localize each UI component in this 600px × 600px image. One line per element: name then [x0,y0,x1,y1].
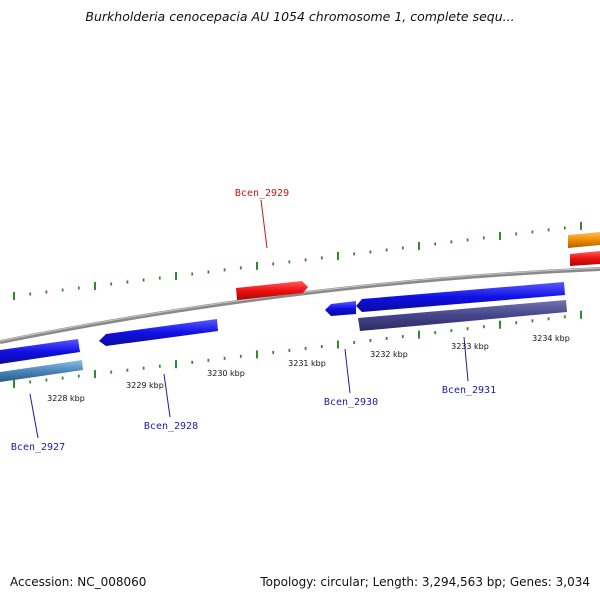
gene-bcen-2930-feature[interactable] [325,301,356,316]
gene-label-bcen-2927[interactable]: Bcen_2927 [11,442,65,453]
leader-bcen-2930 [344,348,351,394]
chromosome-backbone-highlight [0,267,600,342]
chromosome-backbone [0,267,600,344]
gene-label-bcen-2928[interactable]: Bcen_2928 [144,421,198,432]
gene-orange-feature[interactable] [568,232,600,248]
gene-label-bcen-2929[interactable]: Bcen_2929 [235,188,289,199]
gene-bcen-2928-feature[interactable] [99,319,218,346]
accession-text: Accession: NC_008060 [10,575,147,589]
scale-label-3232: 3232 kbp [370,350,408,359]
topology-summary-text: Topology: circular; Length: 3,294,563 bp… [260,575,590,589]
scale-label-3230: 3230 kbp [207,369,245,378]
tick-row-upper [13,221,582,300]
leader-bcen-2931 [463,336,469,382]
map-title: Burkholderia cenocepacia AU 1054 chromos… [85,9,515,24]
gene-bcen-2927-cds[interactable] [0,360,83,382]
leader-bcen-2929 [260,199,268,249]
leader-bcen-2927 [29,393,39,439]
tick-row-lower [13,310,582,388]
scale-label-3233: 3233 kbp [451,342,489,351]
leader-bcen-2928 [163,373,171,418]
gene-label-bcen-2931[interactable]: Bcen_2931 [442,385,496,396]
gene-red-edge-feature[interactable] [570,251,600,266]
gene-label-bcen-2930[interactable]: Bcen_2930 [324,397,378,408]
scale-label-3234: 3234 kbp [532,334,570,343]
scale-label-3231: 3231 kbp [288,359,326,368]
gene-bcen-2931-feature[interactable] [356,282,565,312]
gene-bcen-2929-feature[interactable] [236,281,308,300]
scale-label-3228: 3228 kbp [47,394,85,403]
scale-label-3229: 3229 kbp [126,381,164,390]
gene-bcen-2931-cds[interactable] [358,300,567,331]
gene-bcen-2927-feature[interactable] [0,339,80,364]
